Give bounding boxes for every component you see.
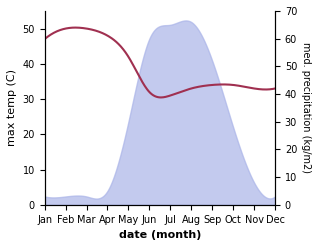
X-axis label: date (month): date (month): [119, 230, 201, 240]
Y-axis label: med. precipitation (kg/m2): med. precipitation (kg/m2): [301, 42, 311, 173]
Y-axis label: max temp (C): max temp (C): [7, 69, 17, 146]
